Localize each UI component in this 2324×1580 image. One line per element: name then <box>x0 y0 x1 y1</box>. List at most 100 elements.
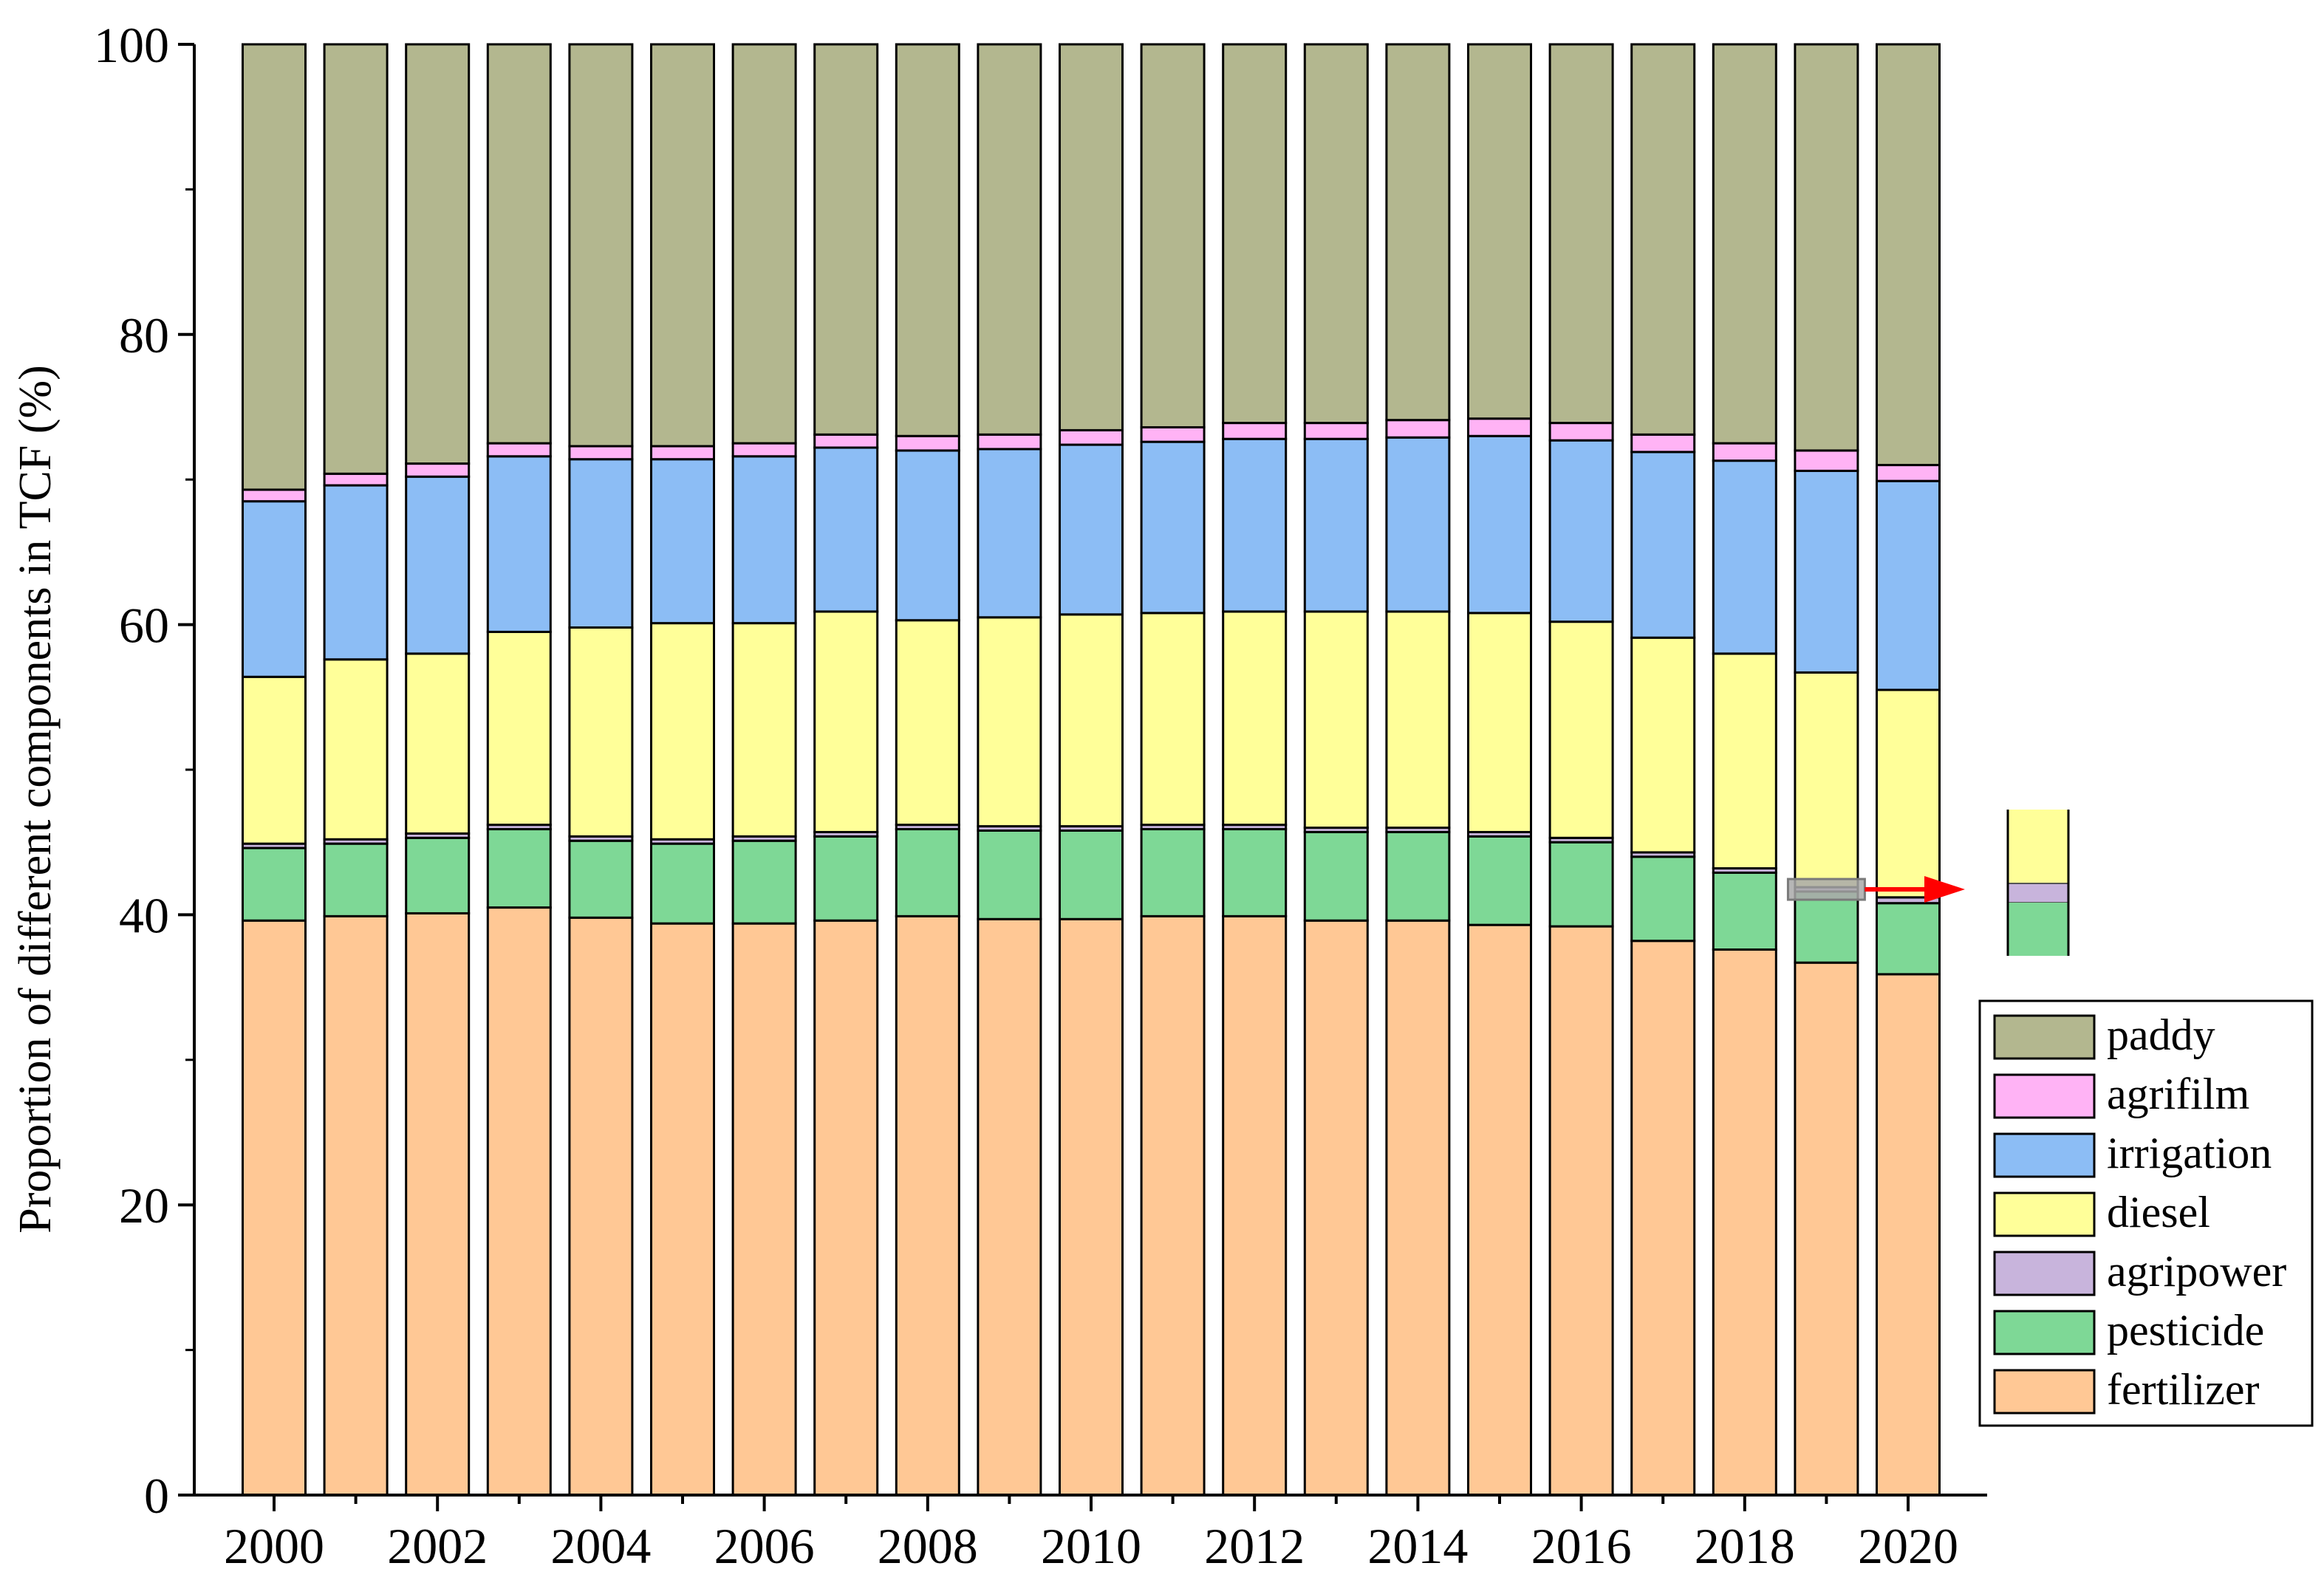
bar-irrigation-2012 <box>1222 437 1288 613</box>
bar-paddy-2012 <box>1222 43 1288 425</box>
bar-paddy-2009 <box>977 43 1042 436</box>
bar-pesticide-2010 <box>1059 829 1124 920</box>
zoom-arrow-head <box>1924 876 1965 903</box>
bar-fertilizer-2007 <box>813 919 879 1497</box>
bar-agrifilm-2010 <box>1059 428 1124 446</box>
bar-paddy-2007 <box>813 43 879 436</box>
x-tick-label-2016: 2016 <box>1531 1518 1632 1574</box>
bar-paddy-2016 <box>1548 43 1614 425</box>
bar-diesel-2008 <box>895 619 960 827</box>
bar-paddy-2018 <box>1712 43 1777 445</box>
bar-pesticide-2006 <box>731 839 797 925</box>
bar-irrigation-2015 <box>1467 434 1532 615</box>
bar-stack-2004 <box>568 43 634 1497</box>
bar-paddy-2000 <box>242 43 307 491</box>
bar-paddy-2013 <box>1303 43 1369 425</box>
bar-agrifilm-2009 <box>977 433 1042 451</box>
bar-fertilizer-2009 <box>977 917 1042 1497</box>
legend-label-diesel: diesel <box>2107 1188 2210 1237</box>
bar-paddy-2014 <box>1385 43 1451 422</box>
bar-agrifilm-2003 <box>486 442 552 458</box>
legend-swatch-agrifilm <box>1993 1073 2096 1119</box>
bar-diesel-2011 <box>1140 612 1206 827</box>
bar-pesticide-2020 <box>1876 902 1941 976</box>
bar-diesel-2000 <box>242 675 307 845</box>
bar-agrifilm-2000 <box>242 488 307 503</box>
bars <box>242 43 1941 1497</box>
bar-stack-2006 <box>731 43 797 1497</box>
bar-irrigation-2001 <box>323 484 389 661</box>
bar-pesticide-2014 <box>1385 830 1451 922</box>
y-tick-label-40: 40 <box>119 887 169 943</box>
bar-irrigation-2003 <box>486 455 552 633</box>
bar-diesel-2013 <box>1303 610 1369 830</box>
bar-pesticide-2003 <box>486 828 552 909</box>
bar-irrigation-2020 <box>1876 479 1941 691</box>
bar-agrifilm-2002 <box>405 462 471 478</box>
bar-stack-2016 <box>1548 43 1614 1497</box>
bar-fertilizer-2019 <box>1794 961 1859 1497</box>
bar-stack-2014 <box>1385 43 1451 1497</box>
bar-stack-2003 <box>486 43 552 1497</box>
bar-diesel-2019 <box>1794 671 1859 889</box>
bar-paddy-2008 <box>895 43 960 437</box>
bar-pesticide-2009 <box>977 829 1042 920</box>
bar-pesticide-2011 <box>1140 828 1206 917</box>
x-tick-label-2008: 2008 <box>878 1518 978 1574</box>
bar-pesticide-2007 <box>813 835 879 922</box>
bar-agrifilm-2018 <box>1712 442 1777 462</box>
bar-diesel-2007 <box>813 610 879 833</box>
bar-irrigation-2004 <box>568 458 634 629</box>
bar-irrigation-2009 <box>977 448 1042 619</box>
bar-agrifilm-2005 <box>650 445 715 461</box>
bar-diesel-2006 <box>731 622 797 838</box>
bar-paddy-2003 <box>486 43 552 445</box>
bar-stack-2000 <box>242 43 307 1497</box>
bar-pesticide-2018 <box>1712 871 1777 951</box>
bar-fertilizer-2003 <box>486 906 552 1497</box>
y-tick-label-80: 80 <box>119 307 169 363</box>
bar-irrigation-2005 <box>650 458 715 625</box>
bar-paddy-2001 <box>323 43 389 475</box>
bar-stack-2013 <box>1303 43 1369 1497</box>
bar-diesel-2015 <box>1467 612 1532 833</box>
bar-irrigation-2017 <box>1630 451 1696 639</box>
bar-irrigation-2002 <box>405 475 471 655</box>
bar-fertilizer-2011 <box>1140 914 1206 1497</box>
bar-diesel-2010 <box>1059 613 1124 828</box>
bar-irrigation-2018 <box>1712 459 1777 655</box>
bar-pesticide-2016 <box>1548 841 1614 928</box>
bar-fertilizer-2005 <box>650 922 715 1497</box>
zoom-highlight-box <box>1786 878 1866 901</box>
bar-fertilizer-2020 <box>1876 973 1941 1497</box>
legend-swatch-paddy <box>1993 1014 2096 1060</box>
bar-stack-2007 <box>813 43 879 1497</box>
x-tick-label-2020: 2020 <box>1858 1518 1958 1574</box>
x-tick-label-2006: 2006 <box>714 1518 815 1574</box>
bar-paddy-2015 <box>1467 43 1532 420</box>
legend-swatch-fertilizer <box>1993 1369 2096 1415</box>
bar-stack-2020 <box>1876 43 1941 1497</box>
legend-label-pesticide: pesticide <box>2107 1306 2264 1355</box>
bar-fertilizer-2010 <box>1059 917 1124 1497</box>
bar-stack-2015 <box>1467 43 1532 1497</box>
bar-agrifilm-2016 <box>1548 422 1614 442</box>
bar-fertilizer-2017 <box>1630 940 1696 1497</box>
bar-agrifilm-2012 <box>1222 422 1288 440</box>
bar-pesticide-2004 <box>568 839 634 919</box>
bar-stack-2002 <box>405 43 471 1497</box>
bar-pesticide-2000 <box>242 847 307 922</box>
bar-fertilizer-2012 <box>1222 914 1288 1497</box>
x-tick-label-2014: 2014 <box>1367 1518 1468 1574</box>
zoom-snippet-diesel <box>2008 810 2068 883</box>
x-tick-label-2000: 2000 <box>224 1518 324 1574</box>
bar-fertilizer-2004 <box>568 916 634 1497</box>
bar-pesticide-2002 <box>405 836 471 914</box>
bar-diesel-2003 <box>486 630 552 827</box>
legend: paddy agrifilm irrigation diesel agripower pe… <box>1978 999 2314 1427</box>
bar-fertilizer-2015 <box>1467 923 1532 1497</box>
x-tick-label-2018: 2018 <box>1695 1518 1795 1574</box>
bar-irrigation-2006 <box>731 455 797 625</box>
bar-irrigation-2007 <box>813 446 879 613</box>
